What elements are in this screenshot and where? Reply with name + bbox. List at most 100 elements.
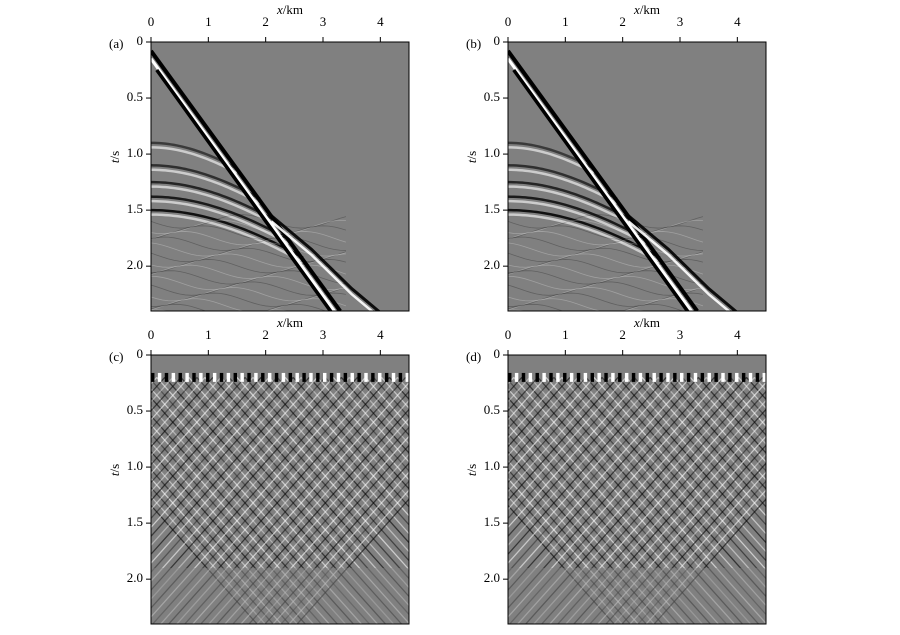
event bbox=[151, 168, 261, 205]
event bbox=[843, 377, 900, 635]
event bbox=[508, 376, 603, 484]
x-axis-unit: /km bbox=[640, 2, 660, 17]
top-band bbox=[151, 355, 409, 376]
event bbox=[859, 377, 900, 635]
event bbox=[151, 376, 254, 493]
top-event bbox=[652, 372, 656, 382]
y-axis-unit: /s bbox=[107, 151, 122, 160]
x-tick-label: 1 bbox=[562, 14, 569, 29]
event bbox=[508, 376, 691, 583]
event bbox=[851, 377, 900, 635]
x-tick-label: 1 bbox=[205, 14, 212, 29]
event bbox=[508, 376, 579, 457]
top-event bbox=[384, 372, 389, 382]
event bbox=[508, 376, 659, 547]
event bbox=[151, 242, 347, 257]
event bbox=[508, 376, 627, 511]
event bbox=[508, 376, 643, 529]
event bbox=[151, 219, 346, 235]
top-event bbox=[405, 372, 409, 382]
event bbox=[151, 376, 294, 538]
seismic-image bbox=[508, 49, 738, 311]
event bbox=[324, 376, 409, 472]
event bbox=[508, 208, 661, 259]
event bbox=[348, 376, 409, 446]
event bbox=[508, 185, 635, 227]
event bbox=[151, 292, 346, 307]
x-tick-label: 3 bbox=[320, 327, 327, 342]
event bbox=[0, 377, 93, 635]
seismic-image bbox=[508, 355, 900, 635]
event bbox=[151, 376, 230, 466]
top-event bbox=[721, 372, 725, 382]
event bbox=[151, 376, 270, 511]
event bbox=[681, 376, 766, 472]
event bbox=[508, 287, 704, 302]
event bbox=[316, 376, 409, 481]
event bbox=[270, 220, 374, 311]
top-event bbox=[157, 372, 162, 382]
y-tick-label: 2.0 bbox=[127, 257, 143, 272]
event bbox=[0, 377, 125, 635]
y-tick-label: 0 bbox=[137, 33, 144, 48]
event bbox=[762, 376, 766, 383]
event bbox=[827, 377, 900, 635]
x-axis-label: x/km bbox=[633, 2, 660, 17]
event bbox=[151, 303, 327, 311]
event bbox=[0, 377, 52, 635]
x-axis-label: x/km bbox=[633, 315, 660, 330]
event bbox=[151, 376, 174, 403]
top-event bbox=[151, 372, 155, 382]
event bbox=[151, 259, 347, 274]
top-event bbox=[700, 372, 705, 382]
event bbox=[508, 199, 647, 245]
event bbox=[508, 292, 703, 307]
event bbox=[340, 376, 409, 454]
event bbox=[151, 231, 347, 246]
x-tick-label: 2 bbox=[619, 14, 626, 29]
panel-label: (a) bbox=[109, 36, 123, 51]
top-event bbox=[535, 372, 539, 382]
x-axis-unit: /km bbox=[283, 315, 303, 330]
x-axis-label: x/km bbox=[276, 2, 303, 17]
event bbox=[151, 376, 310, 556]
top-event bbox=[618, 372, 622, 382]
event bbox=[0, 377, 76, 635]
event bbox=[771, 377, 900, 635]
event bbox=[508, 259, 704, 274]
x-tick-label: 4 bbox=[734, 327, 741, 342]
event bbox=[508, 376, 707, 600]
y-axis-unit: /s bbox=[464, 464, 479, 473]
top-event bbox=[336, 372, 341, 382]
y-tick-label: 0 bbox=[494, 346, 501, 361]
top-event bbox=[164, 372, 169, 382]
x-tick-label: 1 bbox=[562, 327, 569, 342]
top-event bbox=[748, 372, 753, 382]
x-tick-label: 2 bbox=[619, 327, 626, 342]
event bbox=[508, 376, 675, 565]
y-tick-label: 2.0 bbox=[484, 570, 500, 585]
panel: 0 1 2 3 4 0 0.5 1.0 1.5 2.0 x/km t/s (a) bbox=[107, 2, 410, 312]
event bbox=[151, 199, 290, 245]
top-event bbox=[295, 372, 299, 382]
event bbox=[508, 253, 703, 268]
x-tick-label: 0 bbox=[148, 14, 155, 29]
event bbox=[508, 376, 619, 502]
top-event bbox=[371, 372, 375, 382]
top-event bbox=[323, 372, 327, 382]
event bbox=[151, 213, 304, 264]
y-tick-label: 0.5 bbox=[484, 402, 500, 417]
panel: 0 1 2 3 4 0 0.5 1.0 1.5 2.0 x/km t/s (b) bbox=[464, 2, 767, 312]
top-event bbox=[597, 372, 601, 382]
x-tick-label: 2 bbox=[262, 14, 269, 29]
event bbox=[151, 281, 347, 296]
y-tick-label: 1.0 bbox=[127, 458, 143, 473]
top-event bbox=[693, 372, 698, 382]
top-event bbox=[680, 372, 684, 382]
event bbox=[508, 376, 587, 466]
event bbox=[508, 219, 703, 235]
top-event bbox=[686, 372, 691, 382]
top-event bbox=[631, 372, 636, 382]
event bbox=[0, 377, 84, 635]
